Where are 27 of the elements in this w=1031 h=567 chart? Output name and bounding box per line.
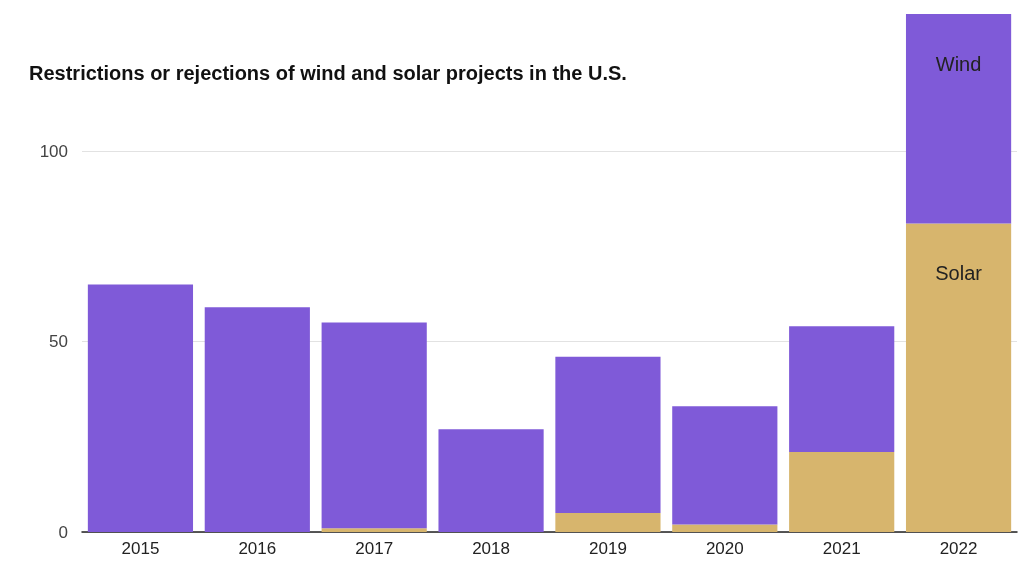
bar (204, 307, 310, 532)
y-tick-label: 100 (39, 141, 68, 161)
bar (438, 429, 544, 532)
bar (905, 223, 1012, 532)
text: Restrictions or rejections of wind and solar projects in the U.S. (29, 62, 627, 84)
bar (789, 452, 895, 532)
y-tick-label: 0 (58, 522, 68, 542)
bar (87, 284, 194, 532)
bar (555, 512, 661, 532)
x-tick-label: 2021 (822, 539, 861, 558)
bar (672, 524, 778, 532)
bar (321, 322, 427, 529)
x-tick-label: 2020 (705, 539, 744, 558)
y-tick-label: 50 (49, 332, 68, 352)
bar (555, 356, 661, 513)
x-tick-label: 2018 (472, 539, 510, 558)
x-tick-label: 2022 (939, 539, 978, 558)
bar (905, 14, 1012, 224)
series-label: Wind (935, 53, 982, 75)
series-label: Solar (935, 262, 983, 285)
bar (789, 326, 895, 453)
bar (321, 528, 427, 532)
x-tick-label: 2016 (238, 539, 277, 558)
x-tick-label: 2015 (121, 539, 160, 558)
bar (672, 406, 778, 525)
x-tick-label: 2019 (589, 539, 627, 558)
x-tick-label: 2017 (355, 539, 394, 558)
